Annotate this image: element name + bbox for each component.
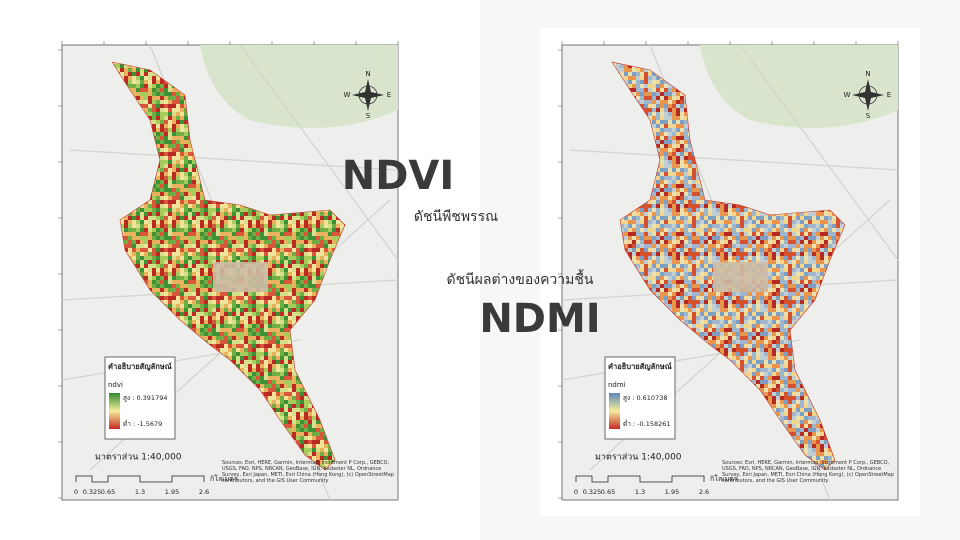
road: [569, 149, 899, 171]
scale-text: มาตราส่วน 1:40,000: [595, 453, 682, 463]
road: [239, 44, 399, 261]
legend-high: สูง : 0.391794: [123, 394, 167, 402]
scale-tick-label: 0: [74, 488, 78, 496]
compass-label: E: [387, 91, 391, 99]
masked-area: [713, 262, 768, 292]
scale-text: มาตราส่วน 1:40,000: [95, 453, 182, 463]
legend-low: ต่ำ : -1.5679: [123, 419, 162, 428]
compass-label: N: [365, 70, 370, 78]
scale-tick-label: 2.6: [699, 488, 709, 496]
compass-label: E: [887, 91, 891, 99]
scale-tick-label: 1.3: [635, 488, 645, 496]
legend-title: คำอธิบายสัญลักษณ์: [108, 362, 172, 371]
masked-area: [213, 262, 268, 292]
scale-tick-label: 0.65: [601, 488, 615, 496]
scale-tick-label: 1.95: [165, 488, 179, 496]
scale-tick-label: 1.3: [135, 488, 145, 496]
compass-label: S: [866, 112, 871, 120]
ndmi-title: NDMI: [479, 296, 600, 342]
ndmi-subtitle: ดัชนีผลต่างของความชื้น: [447, 269, 594, 288]
compass-label: W: [344, 91, 351, 99]
park-area: [200, 45, 398, 128]
sources-box: Sources: Esri, HERE, Garmin, Intermap, i…: [222, 460, 394, 484]
scale-tick-label: 0: [574, 488, 578, 496]
compass-star: [852, 79, 884, 111]
legend-low: ต่ำ : -0.158261: [623, 419, 671, 428]
scale-unit: กิโลเมตร: [710, 474, 738, 483]
scale-tick-label: 0.325: [583, 488, 602, 496]
ndvi-title: NDVI: [342, 153, 455, 199]
compass-label: W: [844, 91, 851, 99]
scale-tick-label: 0.325: [83, 488, 102, 496]
sources-box: Sources: Esri, HERE, Garmin, Intermap, i…: [722, 460, 894, 484]
scale-bar: [75, 475, 205, 483]
sources: Sources: Esri, HERE, Garmin, Intermap, i…: [222, 460, 394, 484]
scale-tick-label: 0.65: [101, 488, 115, 496]
legend-layer: ndvi: [108, 381, 123, 389]
road: [739, 44, 899, 261]
compass-label: S: [366, 112, 371, 120]
legend-ramp: [609, 393, 620, 429]
scale-bar: [575, 475, 705, 483]
north-arrow: N S E W: [844, 70, 892, 120]
compass-star: [352, 79, 384, 111]
legend-layer: ndmi: [608, 381, 626, 389]
scale-unit: กิโลเมตร: [210, 474, 238, 483]
north-arrow: N S E W: [344, 70, 392, 120]
scale-tick-label: 1.95: [665, 488, 679, 496]
scale-tick-label: 2.6: [199, 488, 209, 496]
sources: Sources: Esri, HERE, Garmin, Intermap, i…: [722, 460, 894, 484]
legend-title: คำอธิบายสัญลักษณ์: [608, 362, 672, 371]
compass-label: N: [865, 70, 870, 78]
legend-high: สูง : 0.610738: [623, 394, 667, 402]
legend-ramp: [109, 393, 120, 429]
road: [69, 149, 399, 171]
ndvi-subtitle: ดัชนีพืชพรรณ: [414, 209, 498, 225]
map-panel: N S E W คำอธิบายสัญลักษณ์ ndmi สูง : 0.610738 ต…: [540, 28, 920, 516]
park-area: [700, 45, 898, 128]
